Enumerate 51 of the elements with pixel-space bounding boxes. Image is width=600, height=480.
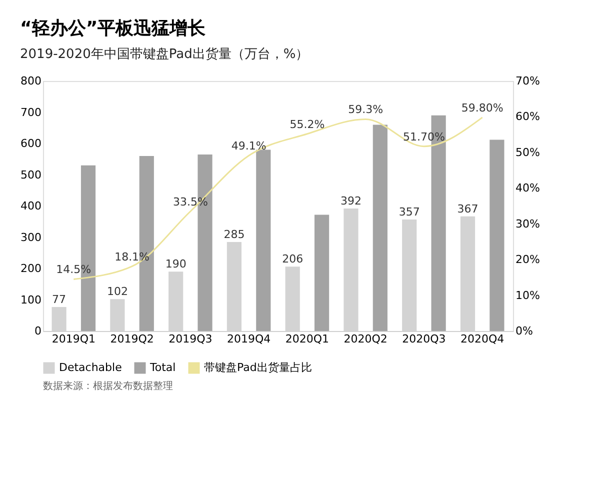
data-label: 14.5%	[56, 263, 92, 276]
data-label: 357	[398, 205, 420, 218]
chart-title: “轻办公”平板迅猛增长	[20, 18, 207, 39]
x-tick-label: 2019Q1	[52, 332, 96, 346]
y2-tick-label: 30%	[516, 217, 540, 230]
y-tick-label: 400	[20, 200, 42, 212]
y-tick-label: 300	[20, 230, 42, 244]
y2-tick-label: 20%	[516, 253, 540, 266]
bar	[490, 140, 504, 331]
y2-tick-label: 40%	[516, 182, 540, 195]
data-label: 367	[457, 202, 478, 216]
y-tick-label: 0	[34, 324, 42, 338]
data-label: 206	[282, 252, 304, 266]
y-tick-label: 200	[20, 262, 42, 275]
x-tick-label: 2020Q1	[285, 332, 330, 346]
y-tick-label: 600	[20, 137, 42, 150]
x-tick-label: 2020Q2	[344, 332, 388, 346]
data-label: 190	[165, 258, 186, 271]
y2-tick-label: 0%	[516, 324, 533, 338]
y-tick-label: 100	[20, 293, 42, 306]
data-label: 77	[52, 292, 66, 306]
y-tick-label: 500	[20, 168, 42, 182]
y2-tick-label: 50%	[516, 146, 540, 159]
y-tick-label: 700	[20, 106, 42, 119]
y-tick-label: 800	[20, 74, 42, 88]
x-tick-label: 2019Q2	[110, 332, 154, 346]
y2-tick-label: 60%	[516, 110, 540, 124]
data-label: 18.1%	[114, 250, 150, 264]
x-tick-label: 2020Q4	[460, 332, 504, 346]
data-label: 102	[106, 285, 128, 298]
data-label: 59.3%	[348, 103, 384, 116]
bar	[372, 124, 388, 331]
data-label: 51.70%	[402, 130, 445, 144]
source-note: 数据来源：根据发布数据整理	[43, 380, 173, 392]
x-tick-label: 2019Q4	[226, 332, 271, 346]
data-label: 55.2%	[290, 118, 325, 131]
bar	[314, 214, 330, 331]
data-label: 285	[224, 228, 245, 241]
chart-subtitle: 2019-2020年中国带键盘Pad出货量（万台，%）	[20, 47, 309, 62]
y2-tick-label: 10%	[516, 288, 540, 302]
legend-label: 带键盘Pad出货量占比	[204, 361, 312, 374]
legend-label: Detachable	[59, 361, 122, 374]
data-label: 59.80%	[461, 101, 504, 114]
x-tick-label: 2019Q3	[168, 332, 212, 346]
data-label: 33.5%	[172, 195, 208, 208]
legend-label: Total	[149, 361, 176, 374]
y2-tick-label: 70%	[516, 74, 540, 88]
data-label: 392	[340, 194, 362, 208]
x-tick-label: 2020Q3	[402, 332, 446, 346]
bar	[256, 150, 271, 331]
data-label: 49.1%	[231, 140, 266, 153]
